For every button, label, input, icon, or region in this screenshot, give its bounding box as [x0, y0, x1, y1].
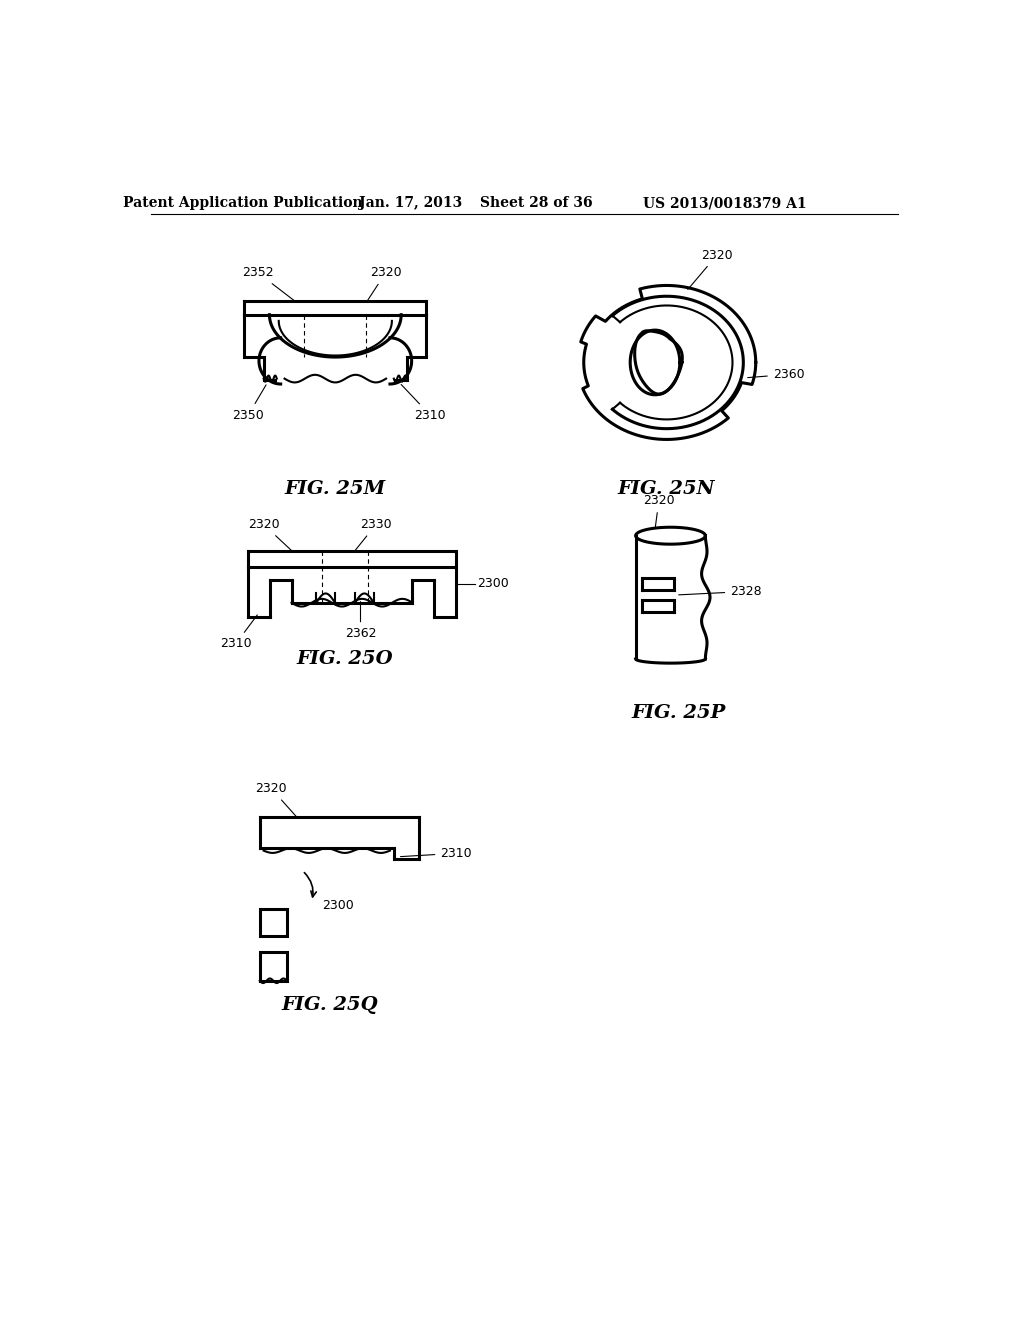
- Text: 2320: 2320: [368, 267, 401, 300]
- Text: 2330: 2330: [354, 517, 392, 552]
- Text: 2310: 2310: [401, 384, 446, 421]
- Text: 2300: 2300: [322, 899, 353, 912]
- Text: FIG. 25O: FIG. 25O: [297, 649, 393, 668]
- Text: FIG. 25M: FIG. 25M: [285, 480, 386, 499]
- Text: US 2013/0018379 A1: US 2013/0018379 A1: [643, 197, 807, 210]
- Text: 2352: 2352: [242, 267, 294, 301]
- Text: 2320: 2320: [256, 783, 297, 817]
- Text: Sheet 28 of 36: Sheet 28 of 36: [480, 197, 593, 210]
- Text: 2300: 2300: [477, 577, 509, 590]
- Text: 2320: 2320: [248, 517, 293, 552]
- Text: 2328: 2328: [679, 585, 762, 598]
- Text: 2320: 2320: [643, 494, 675, 527]
- Text: 2310: 2310: [400, 847, 472, 859]
- Text: 2310: 2310: [220, 615, 257, 651]
- Text: 2362: 2362: [345, 602, 376, 640]
- Text: 2360: 2360: [748, 368, 805, 381]
- Text: Patent Application Publication: Patent Application Publication: [123, 197, 362, 210]
- Text: FIG. 25Q: FIG. 25Q: [282, 997, 378, 1014]
- Bar: [260, 909, 287, 936]
- Text: FIG. 25P: FIG. 25P: [631, 704, 725, 722]
- Text: FIG. 25N: FIG. 25N: [617, 480, 716, 499]
- Text: 2350: 2350: [232, 385, 266, 421]
- Text: Jan. 17, 2013: Jan. 17, 2013: [359, 197, 463, 210]
- Text: 2320: 2320: [688, 248, 733, 289]
- Bar: [260, 952, 287, 981]
